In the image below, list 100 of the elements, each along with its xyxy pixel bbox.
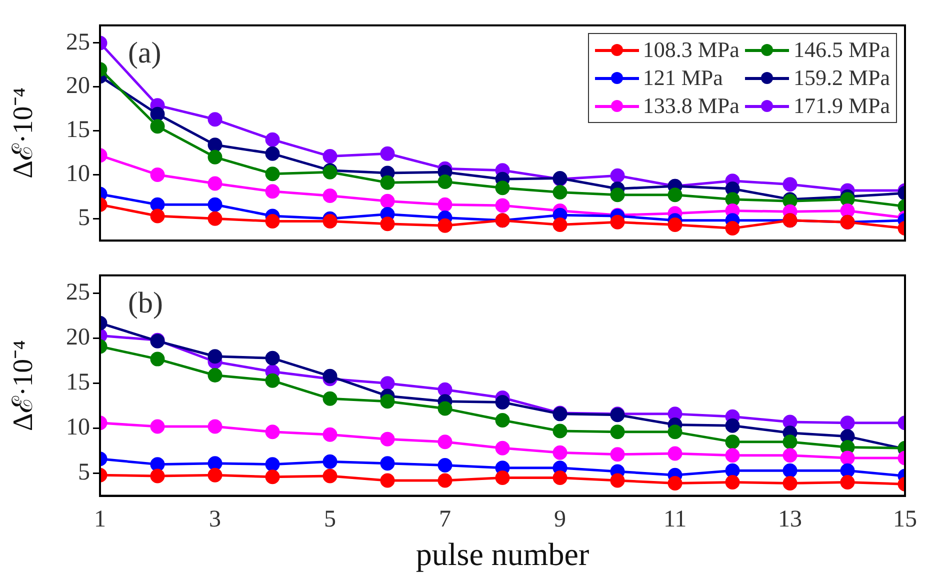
legend-label: 159.2 MPa	[793, 65, 890, 92]
point	[208, 112, 222, 127]
point	[208, 349, 222, 364]
point	[610, 424, 625, 440]
annotation: (b)	[128, 286, 163, 320]
legend-label: 133.8 MPa	[642, 93, 740, 120]
legend-label: 146.5 MPa	[793, 37, 890, 64]
point	[380, 456, 395, 471]
y-tick-label: 5	[78, 460, 90, 486]
point	[322, 368, 338, 384]
point	[265, 350, 280, 366]
point	[208, 150, 222, 164]
point	[322, 454, 338, 469]
y-tick-label: 25	[66, 29, 90, 56]
point	[322, 149, 338, 164]
y-tick-label: 10	[66, 414, 90, 441]
point	[322, 391, 338, 406]
point	[495, 198, 510, 213]
point	[840, 450, 855, 466]
point	[208, 197, 222, 212]
point	[380, 216, 395, 232]
point	[782, 476, 798, 490]
point	[208, 211, 222, 226]
point	[380, 473, 395, 488]
point	[208, 419, 222, 434]
point	[840, 203, 855, 218]
point	[322, 188, 338, 204]
point	[668, 188, 682, 202]
point	[725, 221, 740, 236]
point	[610, 447, 625, 462]
point	[380, 175, 395, 190]
point	[265, 184, 280, 199]
point	[495, 470, 510, 486]
legend-label: 171.9 MPa	[793, 93, 890, 120]
point	[150, 106, 165, 122]
y-tick-label: 20	[66, 324, 90, 351]
legend-label: 108.3 MPa	[642, 37, 740, 64]
point	[840, 475, 855, 490]
point	[150, 468, 165, 484]
point	[265, 373, 280, 388]
point	[725, 418, 740, 433]
point	[610, 168, 625, 183]
point	[265, 457, 280, 472]
point	[380, 394, 395, 409]
point	[438, 218, 452, 233]
point	[725, 463, 740, 478]
y-axis-title: Δℰ·10⁻⁴	[8, 87, 40, 179]
point	[150, 419, 165, 434]
y-tick-label: 10	[66, 161, 90, 188]
point	[725, 192, 740, 207]
point	[725, 475, 740, 490]
point	[150, 119, 165, 134]
point	[725, 434, 740, 450]
point	[322, 468, 338, 484]
point	[668, 424, 682, 440]
point	[495, 440, 510, 456]
point	[840, 463, 855, 478]
point	[265, 424, 280, 440]
point	[208, 368, 222, 383]
x-tick-label: 7	[439, 506, 451, 532]
point	[150, 197, 165, 212]
point	[438, 401, 452, 416]
point	[668, 218, 682, 232]
point	[322, 427, 338, 442]
point	[150, 457, 165, 472]
point	[438, 434, 452, 450]
point	[150, 208, 165, 224]
x-tick-label: 13	[778, 506, 802, 532]
point	[782, 448, 798, 463]
point	[725, 448, 740, 463]
point	[782, 434, 798, 450]
point	[840, 192, 855, 207]
point	[552, 470, 568, 486]
point	[495, 412, 510, 428]
legend-label: 121 MPa	[642, 65, 723, 92]
point	[610, 188, 625, 202]
point	[552, 445, 568, 460]
point	[552, 218, 568, 232]
point	[495, 394, 510, 410]
point	[610, 473, 625, 488]
y-tick-label: 20	[66, 73, 90, 100]
point	[840, 416, 855, 430]
point	[265, 470, 280, 484]
point	[438, 174, 452, 189]
point	[782, 177, 798, 192]
point	[265, 146, 280, 161]
x-axis-title: pulse number	[416, 536, 590, 572]
point	[668, 476, 682, 490]
x-tick-label: 15	[893, 506, 917, 532]
annotation: (a)	[128, 36, 162, 70]
point	[208, 456, 222, 471]
y-tick-label: 5	[78, 204, 90, 231]
x-tick-label: 5	[324, 506, 336, 532]
point	[552, 424, 568, 438]
point	[380, 146, 395, 161]
point	[265, 214, 280, 229]
point	[380, 194, 395, 208]
point	[668, 446, 682, 461]
x-tick-label: 11	[663, 506, 687, 532]
x-tick-label: 9	[554, 506, 566, 532]
